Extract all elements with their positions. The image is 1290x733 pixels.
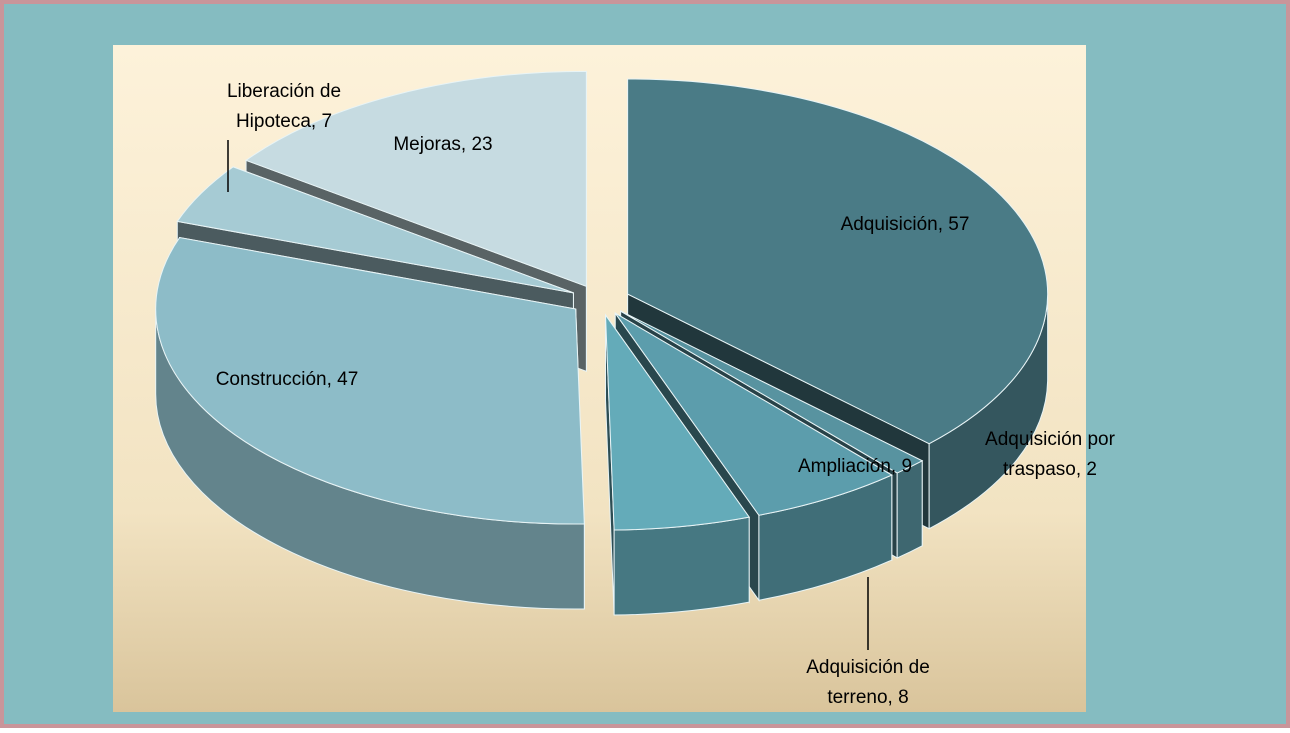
slice — [627, 78, 1049, 445]
data-label: Liberación de Hipoteca, 7 — [227, 81, 341, 132]
slice — [176, 166, 574, 294]
data-label: Adquisición por traspaso, 2 — [985, 429, 1116, 480]
labels: Adquisición, 57 Adquisición por traspaso, … — [216, 81, 1116, 708]
data-label: Mejoras, 23 — [393, 134, 492, 155]
data-label: Ampliación, 9 — [798, 456, 912, 477]
slice — [244, 70, 587, 288]
pie — [155, 70, 1049, 616]
data-label: Construcción, 47 — [216, 369, 359, 390]
slice — [604, 313, 751, 531]
slice — [614, 312, 893, 516]
slice — [155, 236, 585, 525]
data-label: Adquisición, 57 — [841, 214, 970, 235]
data-label: Adquisición de terreno, 8 — [806, 657, 930, 708]
slice — [620, 310, 924, 474]
slice-side — [613, 516, 750, 616]
